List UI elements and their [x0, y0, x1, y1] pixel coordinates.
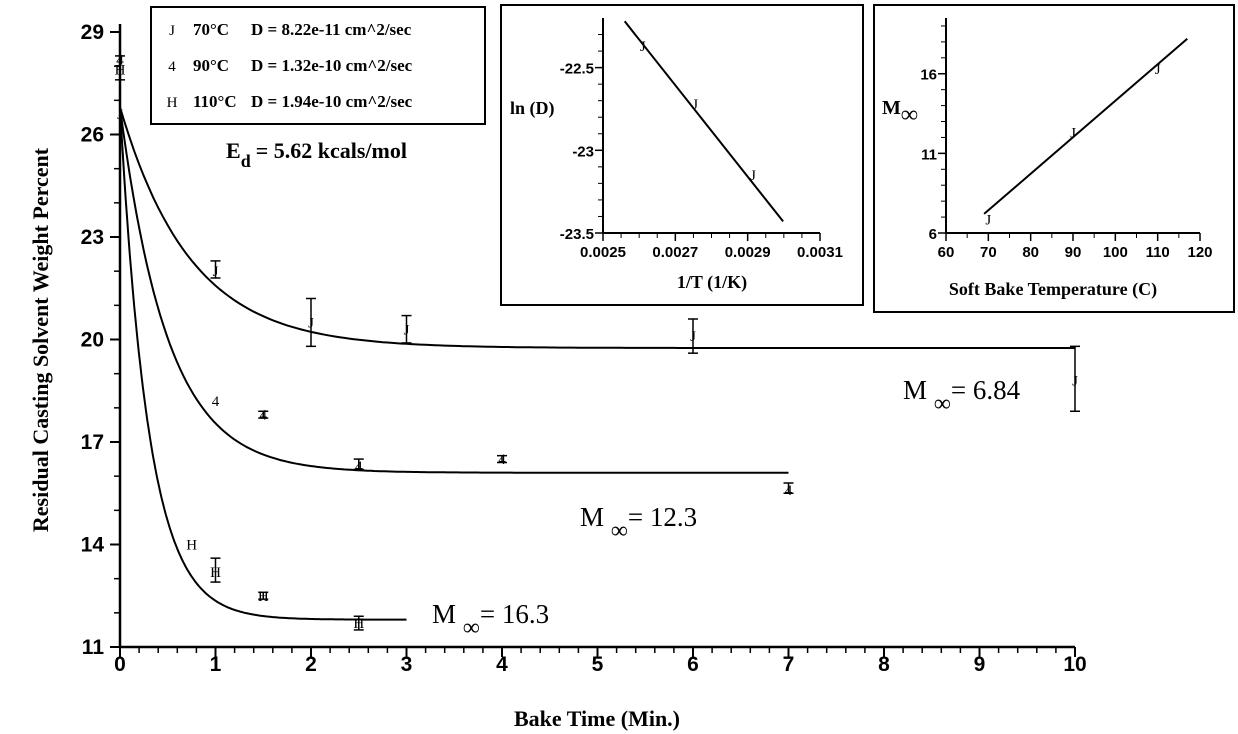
legend-marker: H	[167, 95, 178, 111]
inset-data-marker: J	[1155, 62, 1161, 78]
legend-marker: 4	[168, 59, 176, 75]
inset-y-tick-label: 16	[920, 67, 937, 84]
x-tick-label: 0	[114, 653, 126, 676]
data-marker: J	[308, 315, 314, 331]
x-tick-label: 10	[1063, 653, 1086, 676]
data-marker: H	[210, 565, 221, 581]
inset-m-infinity-plot: 60 70 80 90 100 110 120 6 11 16 J J J M∞ Soft Bake Tem…	[873, 4, 1235, 313]
inset-x-tick-label: 0.0029	[725, 244, 771, 261]
x-axis-label: Bake Time (Min.)	[514, 706, 680, 731]
inset-x-axis-label: 1/T (1/K)	[677, 272, 747, 293]
x-tick-label: 9	[974, 653, 986, 676]
inset-data-marker: J	[750, 168, 756, 184]
inset-y-tick-label: 11	[921, 146, 937, 163]
inset-y-tick-label: -23	[572, 143, 594, 160]
inset-y-tick-label: 6	[929, 226, 937, 243]
y-tick-label: 17	[81, 431, 104, 454]
inset-x-tick-label: 60	[938, 244, 955, 261]
x-tick-label: 1	[210, 653, 222, 676]
data-marker: H	[258, 589, 269, 605]
m-infinity-annotation: M ∞= 16.3	[432, 599, 549, 641]
data-marker: H	[353, 616, 364, 632]
data-marker: 4	[260, 408, 268, 424]
inset-fit-line	[983, 37, 1188, 215]
data-marker: J	[690, 329, 696, 345]
x-tick-label: 7	[783, 653, 795, 676]
inset-frame	[500, 4, 864, 306]
m-infinity-annotation: M ∞= 12.3	[580, 502, 697, 544]
activation-energy-label: Ed = 5.62 kcals/mol	[226, 138, 407, 171]
inset-x-tick-label: 0.0025	[580, 244, 626, 261]
inset-x-tick-label: 80	[1022, 244, 1039, 261]
inset-x-tick-label: 70	[980, 244, 997, 261]
y-axis-label: Residual Casting Solvent Weight Percent	[28, 147, 53, 532]
y-tick-label: 29	[81, 21, 104, 44]
inset-x-tick-label: 120	[1187, 244, 1212, 261]
m-infinity-annotation: M ∞= 6.84	[903, 375, 1021, 417]
inset-y-tick-label: -23.5	[560, 226, 594, 243]
y-tick-label: 26	[81, 124, 104, 147]
inset-frame	[873, 4, 1235, 313]
data-marker: 4	[212, 394, 220, 410]
data-marker: 4	[355, 459, 363, 475]
y-tick-label: 11	[82, 636, 105, 659]
legend-temperature: 110°C	[193, 92, 237, 111]
legend-box	[150, 6, 486, 125]
data-marker: J	[404, 322, 410, 338]
x-tick-label: 2	[305, 653, 317, 676]
y-tick-label: 14	[81, 534, 105, 557]
legend-marker: J	[169, 23, 175, 39]
inset-x-tick-label: 90	[1065, 244, 1082, 261]
y-tick-label: 23	[81, 226, 104, 249]
fit-curve	[119, 107, 407, 621]
inset-x-tick-label: 0.0027	[652, 244, 698, 261]
fit-curve	[119, 107, 789, 474]
data-marker: J	[1072, 374, 1078, 390]
inset-fit-line	[623, 20, 784, 223]
inset-data-marker: J	[1070, 126, 1076, 142]
data-marker: 4	[785, 483, 793, 499]
x-tick-label: 8	[878, 653, 890, 676]
legend-temperature: 90°C	[193, 56, 229, 75]
inset-x-axis-label: Soft Bake Temperature (C)	[949, 279, 1157, 300]
data-marker: 4	[498, 452, 506, 468]
inset-y-axis-label: ln (D)	[510, 98, 555, 119]
inset-x-tick-label: 110	[1146, 244, 1170, 261]
inset-data-marker: J	[640, 39, 646, 55]
legend-diffusivity: D = 1.94e-10 cm^2/sec	[251, 92, 413, 111]
x-tick-label: 6	[687, 653, 699, 676]
legend-diffusivity: D = 8.22e-11 cm^2/sec	[251, 20, 412, 39]
x-tick-label: 4	[496, 653, 508, 676]
y-tick-label: 20	[81, 329, 104, 352]
legend-temperature: 70°C	[193, 20, 229, 39]
inset-data-marker: J	[692, 97, 698, 113]
inset-data-marker: J	[985, 213, 991, 229]
inset-x-tick-label: 100	[1103, 244, 1128, 261]
x-tick-label: 5	[592, 653, 604, 676]
inset-ln-d-plot: 0.0025 0.0027 0.0029 0.0031 -22.5 -23 -23.5 J J J…	[500, 4, 864, 306]
x-tick-label: 3	[401, 653, 413, 676]
legend-diffusivity: D = 1.32e-10 cm^2/sec	[251, 56, 413, 75]
fit-curve	[119, 106, 1075, 349]
inset-y-axis-label: M∞	[882, 97, 918, 128]
inset-y-tick-label: -22.5	[560, 61, 594, 78]
data-marker: H	[186, 538, 197, 554]
data-marker: H	[115, 63, 126, 79]
data-marker: J	[213, 264, 219, 280]
inset-x-tick-label: 0.0031	[797, 244, 843, 261]
